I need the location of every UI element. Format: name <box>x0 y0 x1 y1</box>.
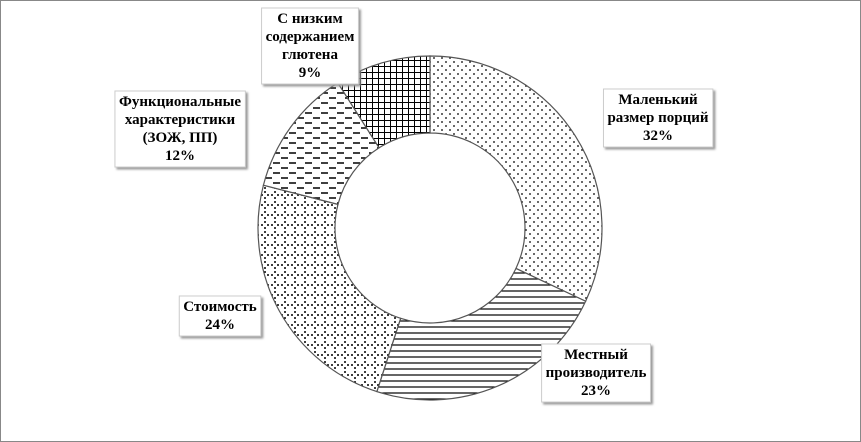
data-label: Стоимость 24% <box>178 295 262 337</box>
label-box <box>261 7 359 85</box>
category-label: Местный производитель <box>546 347 647 381</box>
category-label: С низким содержанием глютена <box>266 11 355 63</box>
label-box <box>541 343 651 403</box>
value-label: 9% <box>299 65 322 81</box>
data-label: С низким содержанием глютена 9% <box>261 7 359 85</box>
value-label: 12% <box>165 148 195 164</box>
category-label: Функциональные характеристики (ЗОЖ, ПП) <box>119 94 241 146</box>
category-label: Маленький размер порций <box>607 92 708 126</box>
donut-segment <box>257 184 402 393</box>
donut-segment <box>337 55 431 149</box>
donut-segment <box>429 55 603 303</box>
data-label: Маленький размер порций 32% <box>602 88 714 148</box>
data-label: Местный производитель 23% <box>541 343 651 403</box>
label-box <box>602 88 714 148</box>
category-label: Стоимость <box>183 299 256 315</box>
label-box <box>114 90 246 168</box>
label-box <box>178 295 262 337</box>
value-label: 32% <box>643 128 673 144</box>
value-label: 24% <box>205 317 235 333</box>
data-label: Функциональные характеристики (ЗОЖ, ПП) 12% <box>114 90 246 168</box>
value-label: 23% <box>581 383 611 399</box>
